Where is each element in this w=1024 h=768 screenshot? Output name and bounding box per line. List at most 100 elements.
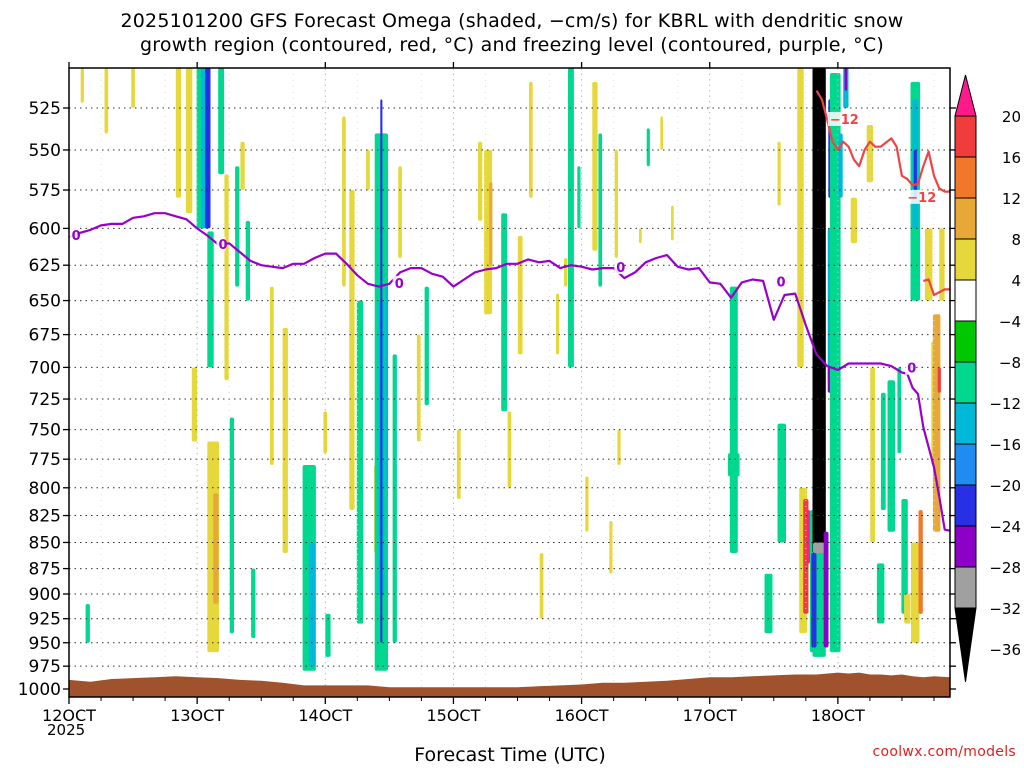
contour-line	[923, 278, 950, 297]
omega-cell	[918, 510, 923, 614]
contour-label-bg	[827, 111, 850, 126]
colorbar-bottom-arrow	[954, 607, 977, 682]
omega-cell	[850, 197, 858, 244]
omega-cell	[901, 499, 908, 614]
omega-cell	[585, 476, 589, 532]
omega-cell	[568, 68, 574, 368]
omega-cell	[539, 553, 544, 619]
omega-shading-layer	[80, 68, 945, 671]
omega-cell	[777, 423, 786, 543]
omega-cell	[240, 141, 245, 190]
omega-cell	[517, 235, 523, 355]
omega-cell	[764, 573, 773, 634]
surface-ground	[69, 672, 950, 697]
colorbar-label: −8	[999, 354, 1021, 372]
colorbar-label: −12	[989, 395, 1021, 413]
colorbar-swatch	[954, 566, 977, 609]
omega-cell	[224, 174, 229, 381]
omega-cell	[609, 521, 613, 574]
y-tick-label: 925	[29, 610, 61, 630]
x-axis: 12OCT 13OCT 14OCT 15OCT 16OCT 17OCT 18OCT	[42, 62, 935, 725]
contour-line	[815, 90, 950, 193]
omega-cell	[398, 166, 402, 258]
omega-cell	[777, 141, 781, 206]
omega-cell	[308, 542, 316, 667]
x-tick-label: 18OCT	[811, 706, 865, 725]
omega-cell	[85, 604, 90, 643]
contour-label: 0	[776, 275, 785, 290]
colorbar-top-arrow	[954, 74, 977, 117]
omega-cell	[489, 182, 493, 266]
y-tick-label: 850	[29, 533, 61, 553]
colorbar-swatch	[954, 361, 977, 404]
x-tick-label: 14OCT	[298, 706, 352, 725]
omega-cell	[806, 510, 811, 564]
colorbar-label: 8	[1011, 231, 1021, 249]
y-tick-label: 1000	[18, 680, 61, 700]
omega-cell	[366, 149, 370, 190]
y-tick-label: 550	[29, 141, 61, 161]
y-tick-label: 700	[29, 358, 61, 378]
omega-cell	[598, 133, 603, 287]
colorbar-label: −4	[999, 313, 1021, 331]
chart-title-line-1: 2025101200 GFS Forecast Omega (shaded, −…	[120, 10, 904, 32]
omega-cell	[556, 293, 560, 355]
contour-label-bg	[392, 275, 402, 290]
y-tick-label: 875	[29, 560, 61, 580]
y-tick-label: 900	[29, 585, 61, 605]
y-tick-label: 750	[29, 421, 61, 441]
colorbar-label: −36	[989, 641, 1021, 659]
colorbar-swatch	[954, 525, 977, 568]
omega-cell	[797, 68, 804, 368]
colorbar-swatch	[954, 156, 977, 199]
x-tick-label: 17OCT	[683, 706, 737, 725]
omega-cell	[251, 568, 256, 638]
omega-cell	[131, 68, 135, 108]
omega-cell	[812, 68, 826, 553]
omega-cell	[939, 228, 945, 301]
omega-cell	[456, 429, 461, 499]
contour-label-bg	[216, 236, 226, 251]
omega-cell	[349, 190, 355, 510]
omega-cell	[501, 213, 508, 412]
colorbar-swatch	[954, 320, 977, 363]
omega-cell	[866, 125, 874, 183]
contour-label: −12	[830, 113, 859, 128]
contour-label: 0	[616, 261, 625, 276]
omega-cell	[282, 327, 288, 553]
omega-cell	[617, 429, 621, 465]
surface-ground-layer	[69, 672, 950, 697]
omega-cell	[385, 286, 389, 488]
omega-cell	[213, 493, 219, 604]
x-tick-label: 13OCT	[170, 706, 224, 725]
omega-cell	[727, 453, 740, 477]
omega-cell	[356, 300, 364, 624]
omega-cell	[564, 258, 568, 287]
colorbar-swatch	[954, 484, 977, 527]
x-tick-label: 12OCT	[42, 706, 96, 725]
colorbar-label: 4	[1011, 272, 1021, 290]
omega-cell	[870, 367, 875, 543]
omega-cell	[897, 367, 902, 454]
omega-cell	[229, 417, 234, 634]
omega-cell	[646, 128, 650, 167]
omega-cell	[185, 68, 193, 214]
colorbar-label: −24	[989, 518, 1021, 536]
y-tick-label: 775	[29, 450, 61, 470]
omega-cell	[813, 542, 826, 553]
colorbar-label: 20	[1002, 108, 1021, 126]
omega-cell	[342, 116, 346, 287]
omega-cell	[235, 166, 240, 287]
omega-cell	[245, 220, 250, 301]
omega-cell	[660, 116, 663, 150]
omega-cell	[207, 231, 214, 368]
credit-link[interactable]: coolwx.com/models	[872, 744, 1016, 760]
colorbar-swatch	[954, 115, 977, 158]
y-tick-label: 975	[29, 657, 61, 677]
x-tick-label: 15OCT	[426, 706, 480, 725]
x-tick-label: 16OCT	[555, 706, 609, 725]
omega-cell	[104, 68, 109, 134]
colorbar-swatch	[954, 197, 977, 240]
colorbar-swatch	[954, 402, 977, 445]
